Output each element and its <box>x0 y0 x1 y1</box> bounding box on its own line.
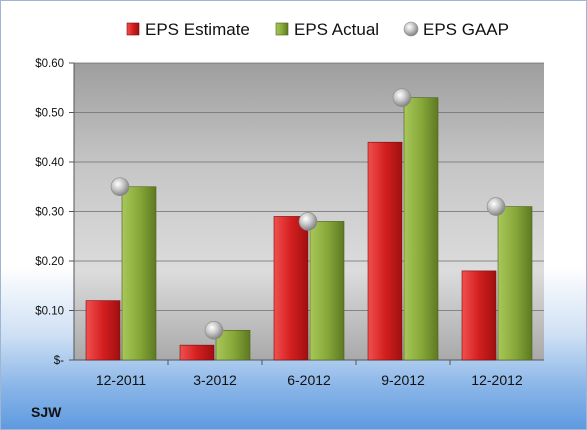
bar-eps-estimate <box>85 300 121 361</box>
legend-label: EPS GAAP <box>423 20 509 39</box>
bar-eps-actual <box>403 97 439 361</box>
marker-eps-gaap <box>298 212 318 231</box>
legend-label: EPS Estimate <box>145 20 250 39</box>
y-tick-label: $0.60 <box>35 58 64 70</box>
y-tick-label: $- <box>54 355 64 367</box>
y-tick-label: $0.20 <box>35 256 64 268</box>
y-tick-label: $0.30 <box>35 207 64 219</box>
bar-eps-estimate <box>179 344 215 361</box>
legend-swatch <box>403 21 419 37</box>
x-category-label: 9-2012 <box>381 372 425 388</box>
x-category-label: 6-2012 <box>287 372 331 388</box>
y-tick-label: $0.40 <box>35 157 64 169</box>
bar-eps-estimate <box>273 216 309 361</box>
bar-eps-actual <box>309 221 345 361</box>
marker-eps-gaap <box>486 197 506 216</box>
ticker-label: SJW <box>31 404 62 420</box>
bar-eps-estimate <box>461 270 497 361</box>
bar-eps-estimate <box>367 141 403 361</box>
legend-swatch <box>275 22 289 36</box>
legend-label: EPS Actual <box>294 20 379 39</box>
marker-eps-gaap <box>110 177 130 197</box>
x-category-label: 12-2011 <box>96 372 147 388</box>
marker-eps-gaap <box>392 88 412 107</box>
y-tick-label: $0.50 <box>35 108 64 120</box>
bar-eps-actual <box>497 206 533 361</box>
x-category-label: 3-2012 <box>193 372 237 388</box>
marker-eps-gaap <box>204 320 224 340</box>
y-tick-label: $0.10 <box>35 306 64 318</box>
bar-eps-actual <box>121 186 157 361</box>
x-category-label: 12-2012 <box>471 372 523 388</box>
legend-swatch <box>126 22 140 36</box>
